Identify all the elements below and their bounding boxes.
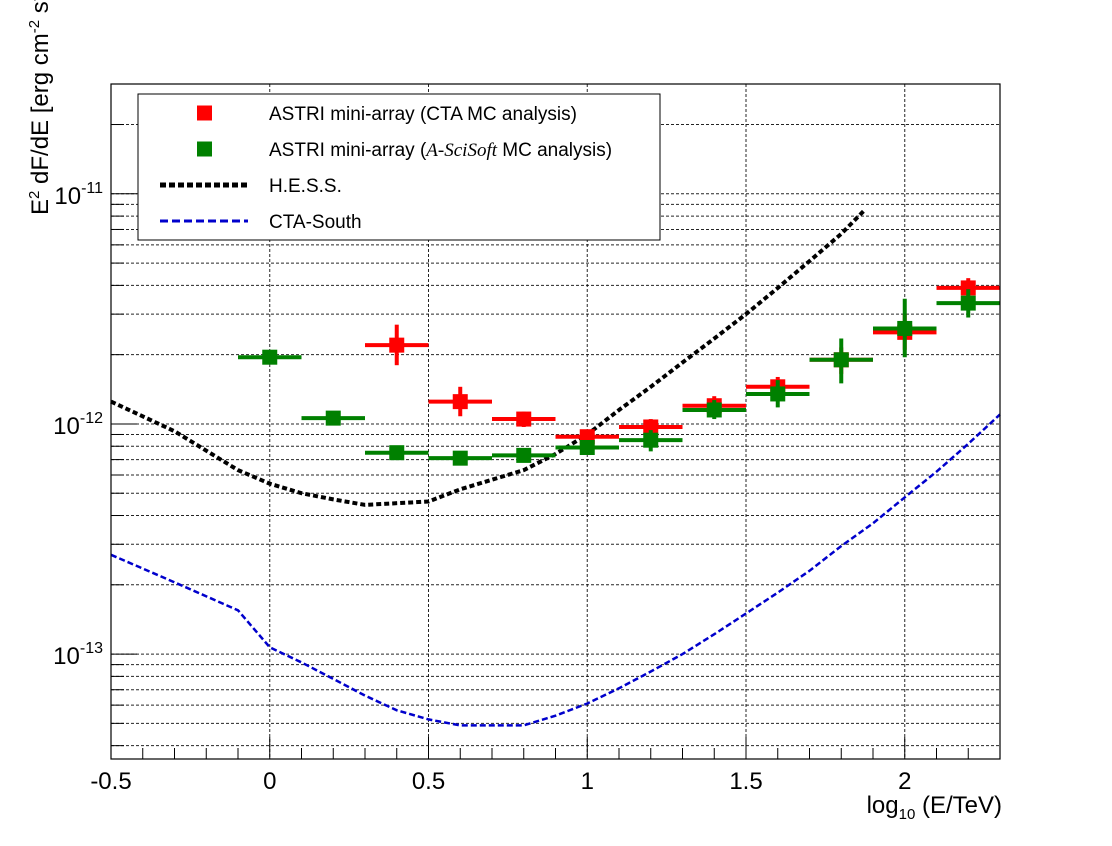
data-point — [428, 450, 492, 466]
x-tick-label: 1 — [581, 768, 594, 795]
point-marker — [897, 320, 913, 336]
legend-marker — [197, 141, 212, 157]
point-marker — [706, 402, 722, 418]
series-line — [110, 209, 865, 507]
point-marker — [389, 445, 405, 461]
point-marker — [516, 411, 532, 427]
data-point — [492, 411, 556, 427]
point-marker — [643, 419, 659, 435]
point-marker — [516, 447, 532, 463]
y-tick-exponent: -13 — [80, 640, 103, 657]
data-point — [428, 386, 492, 417]
legend-box — [137, 93, 661, 241]
legend-entry: ASTRI mini-array (A-SciSoft MC analysis) — [197, 140, 612, 161]
data-point — [492, 447, 556, 463]
data-point — [682, 400, 746, 420]
legend-label: H.E.S.S. — [269, 176, 342, 197]
legend-label: CTA-South — [269, 212, 362, 233]
y-title-sup: -2 — [26, 19, 43, 34]
data-point — [619, 430, 683, 452]
y-title-sup: -1 — [26, 0, 43, 1]
point-marker — [452, 394, 468, 410]
y-tick-label: 10-12 — [53, 410, 103, 440]
chart-series — [110, 209, 1001, 727]
y-tick-label: 10-13 — [53, 640, 103, 670]
legend-label-part: ASTRI mini-array ( — [269, 140, 427, 161]
x-tick-label: 0 — [263, 768, 276, 795]
data-point — [809, 338, 873, 384]
point-marker — [643, 432, 659, 448]
y-tick-label: 10-11 — [54, 180, 103, 210]
y-axis-title-text: E2 dF/dE [erg cm-2 s-1] — [26, 0, 55, 215]
point-marker — [325, 410, 341, 426]
x-tick-label: 0.5 — [412, 768, 445, 795]
data-point — [936, 289, 1000, 318]
legend-entry: H.E.S.S. — [160, 176, 342, 197]
chart-legend: ASTRI mini-array (CTA MC analysis) ASTRI … — [137, 93, 661, 241]
legend-label-part: MC analysis) — [497, 140, 612, 161]
legend-marker — [197, 105, 212, 121]
y-tick-base: 10 — [54, 183, 81, 210]
x-title-rest: (E/TeV) — [915, 792, 1002, 819]
point-marker — [262, 349, 278, 365]
point-marker — [452, 450, 468, 466]
x-title-main: log — [866, 792, 899, 819]
x-tick-label: 1.5 — [729, 768, 762, 795]
data-point — [555, 439, 619, 455]
x-axis-title: log10 (E/TeV) — [867, 792, 1002, 823]
y-tick-base: 10 — [53, 643, 80, 670]
point-marker — [960, 280, 976, 296]
data-point — [365, 324, 429, 366]
legend-label-italic: A-SciSoft — [424, 140, 497, 161]
x-tick-label: -0.5 — [90, 768, 131, 795]
y-title-part: dF/dE [erg cm — [27, 33, 54, 191]
legend-entry: CTA-South — [160, 212, 362, 233]
x-title-sub: 10 — [898, 805, 916, 823]
point-marker — [389, 337, 405, 353]
data-point — [238, 349, 302, 365]
x-tick-label: 2 — [898, 768, 911, 795]
legend-entry: ASTRI mini-array (CTA MC analysis) — [197, 104, 577, 125]
data-point — [301, 410, 365, 426]
series-line — [110, 413, 1001, 727]
data-point — [873, 298, 937, 358]
y-title-sup: 2 — [26, 190, 43, 199]
point-marker — [770, 386, 786, 402]
y-title-part: s — [27, 1, 54, 20]
y-tick-base: 10 — [53, 413, 80, 440]
point-marker — [579, 439, 595, 455]
data-point — [746, 380, 810, 408]
legend-label: ASTRI mini-array (A-SciSoft MC analysis) — [269, 140, 612, 161]
y-tick-exponent: -12 — [80, 410, 103, 427]
y-title-part: E — [27, 198, 54, 215]
legend-label: ASTRI mini-array (CTA MC analysis) — [269, 104, 577, 125]
y-tick-exponent: -11 — [81, 180, 103, 197]
data-point — [365, 445, 429, 461]
point-marker — [960, 295, 976, 311]
point-marker — [833, 352, 849, 368]
